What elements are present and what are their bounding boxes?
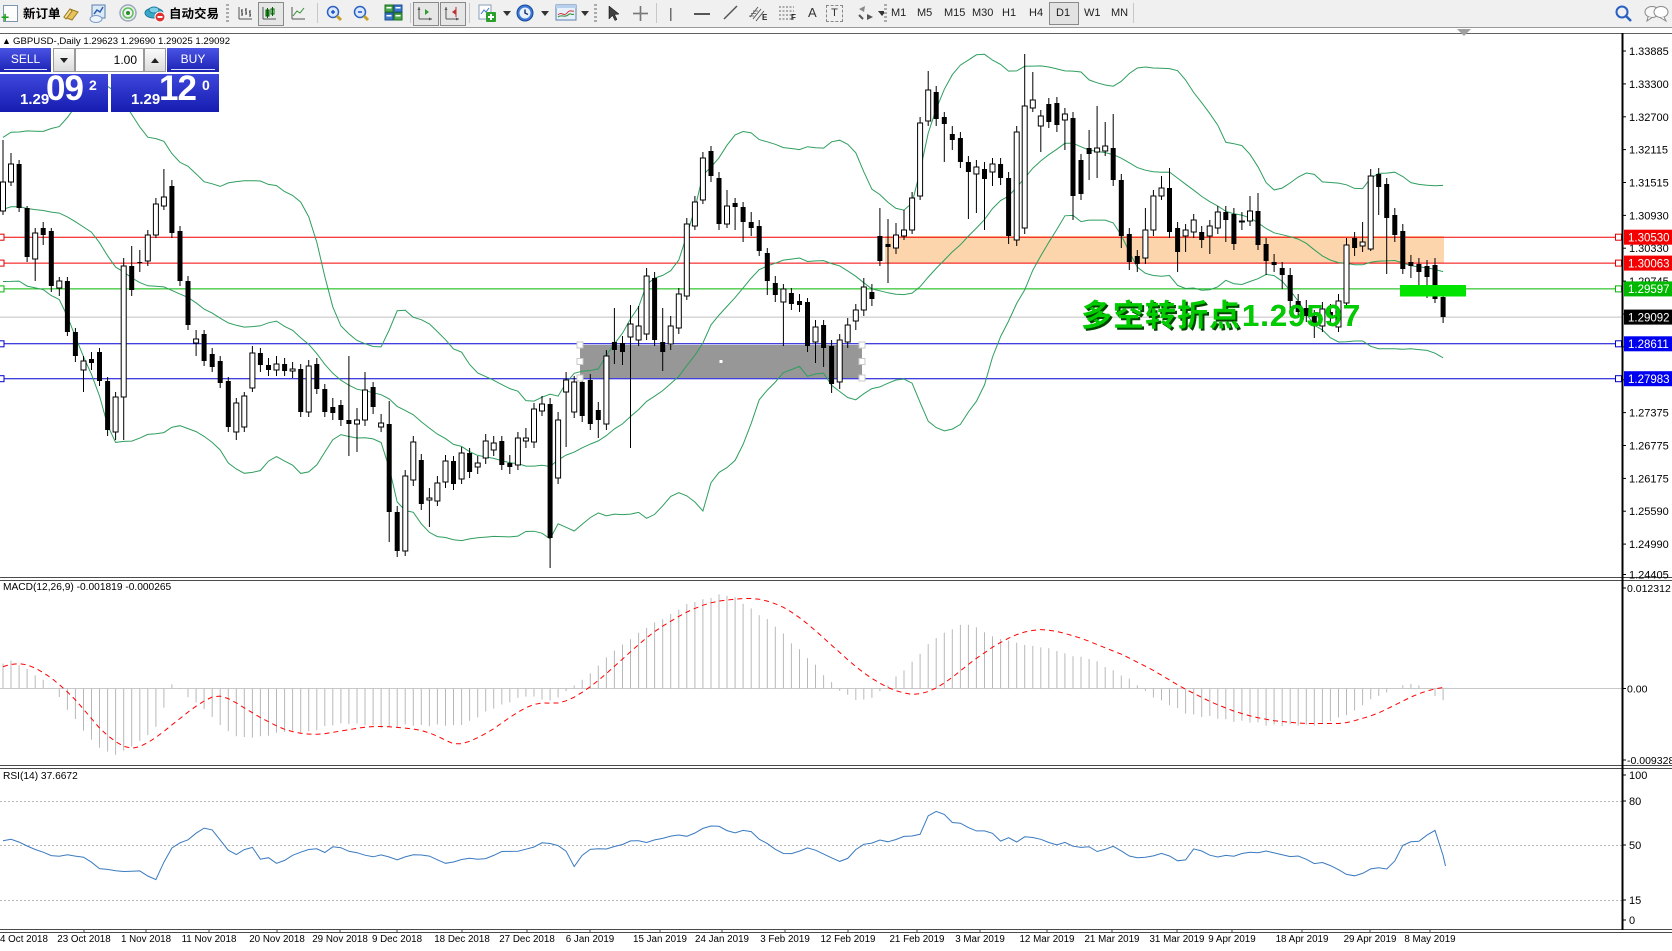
svg-text:1 Nov 2018: 1 Nov 2018 <box>121 934 172 945</box>
svg-text:100: 100 <box>1629 770 1647 782</box>
svg-text:1.24990: 1.24990 <box>1629 539 1669 551</box>
svg-text:18 Apr 2019: 18 Apr 2019 <box>1276 934 1329 945</box>
svg-text:1.30330: 1.30330 <box>1629 243 1669 255</box>
svg-text:1.31515: 1.31515 <box>1629 178 1669 190</box>
svg-text:MACD(12,26,9) -0.001819 -0.000: MACD(12,26,9) -0.001819 -0.000265 <box>3 582 172 593</box>
svg-text:1.29597: 1.29597 <box>1628 284 1670 296</box>
svg-text:1.29092: 1.29092 <box>1628 312 1670 324</box>
svg-text:0: 0 <box>1629 915 1635 927</box>
svg-text:20 Nov 2018: 20 Nov 2018 <box>249 934 305 945</box>
svg-text:1.30063: 1.30063 <box>1628 258 1670 270</box>
svg-text:1.30530: 1.30530 <box>1628 232 1670 244</box>
svg-text:1.33885: 1.33885 <box>1629 46 1669 58</box>
svg-text:15: 15 <box>1629 895 1641 907</box>
svg-text:1.32115: 1.32115 <box>1629 145 1668 157</box>
svg-text:3 Feb 2019: 3 Feb 2019 <box>760 934 810 945</box>
svg-text:9 Apr 2019: 9 Apr 2019 <box>1208 934 1255 945</box>
svg-text:24 Jan 2019: 24 Jan 2019 <box>695 934 749 945</box>
svg-text:1.28611: 1.28611 <box>1628 339 1669 351</box>
svg-text:31 Mar 2019: 31 Mar 2019 <box>1149 934 1204 945</box>
svg-text:RSI(14) 37.6672: RSI(14) 37.6672 <box>3 771 78 782</box>
svg-text:12 Mar 2019: 12 Mar 2019 <box>1019 934 1074 945</box>
svg-text:80: 80 <box>1629 796 1641 808</box>
svg-text:1.24405: 1.24405 <box>1629 570 1669 582</box>
svg-text:11 Nov 2018: 11 Nov 2018 <box>182 934 237 945</box>
svg-text:4 Oct 2018: 4 Oct 2018 <box>0 934 48 945</box>
svg-text:50: 50 <box>1629 840 1641 852</box>
svg-text:1.29597: 1.29597 <box>1242 298 1361 333</box>
svg-text:1.29597: 1.29597 <box>1242 298 1361 333</box>
svg-text:0.012312: 0.012312 <box>1627 583 1671 595</box>
svg-text:8 May 2019: 8 May 2019 <box>1404 934 1455 945</box>
svg-text:27 Dec 2018: 27 Dec 2018 <box>499 934 555 945</box>
svg-text:0.00: 0.00 <box>1627 684 1648 696</box>
svg-text:18 Dec 2018: 18 Dec 2018 <box>434 934 490 945</box>
svg-text:6 Jan 2019: 6 Jan 2019 <box>566 934 614 945</box>
svg-text:21 Feb 2019: 21 Feb 2019 <box>889 934 944 945</box>
svg-text:1.26175: 1.26175 <box>1629 473 1669 485</box>
svg-text:-0.009328: -0.009328 <box>1627 755 1672 767</box>
svg-text:1.26775: 1.26775 <box>1629 441 1669 453</box>
svg-text:1.33300: 1.33300 <box>1629 79 1669 91</box>
svg-text:21 Mar 2019: 21 Mar 2019 <box>1084 934 1139 945</box>
svg-text:1.25590: 1.25590 <box>1629 506 1669 518</box>
svg-text:29 Apr 2019: 29 Apr 2019 <box>1344 934 1397 945</box>
svg-text:GBPUSD-,Daily 1.29623 1.29690: GBPUSD-,Daily 1.29623 1.29690 1.29025 1.… <box>13 36 230 47</box>
svg-text:9 Dec 2018: 9 Dec 2018 <box>372 934 423 945</box>
svg-text:1.27375: 1.27375 <box>1629 408 1669 420</box>
svg-text:1.30930: 1.30930 <box>1629 210 1669 222</box>
svg-text:23 Oct 2018: 23 Oct 2018 <box>57 934 111 945</box>
svg-text:29 Nov 2018: 29 Nov 2018 <box>312 934 368 945</box>
svg-text:1.27983: 1.27983 <box>1628 374 1670 386</box>
svg-text:15 Jan 2019: 15 Jan 2019 <box>633 934 687 945</box>
svg-text:3 Mar 2019: 3 Mar 2019 <box>955 934 1005 945</box>
svg-text:1.32700: 1.32700 <box>1629 112 1669 124</box>
svg-text:▲: ▲ <box>2 36 11 46</box>
svg-text:12 Feb 2019: 12 Feb 2019 <box>820 934 875 945</box>
